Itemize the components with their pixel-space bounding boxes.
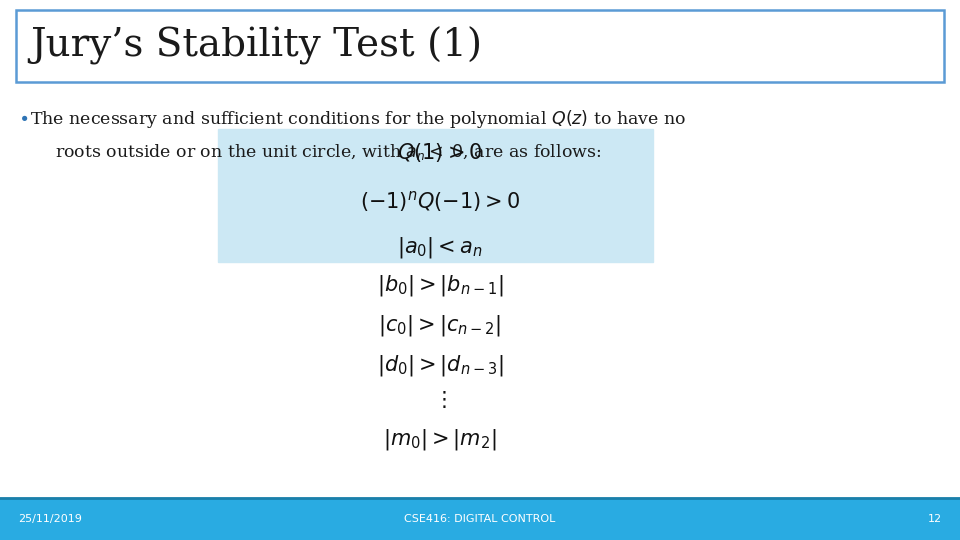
Text: $|c_0| > |c_{n-2}|$: $|c_0| > |c_{n-2}|$ bbox=[378, 313, 501, 338]
Text: Jury’s Stability Test (1): Jury’s Stability Test (1) bbox=[30, 27, 482, 65]
Text: $Q(1) > 0$: $Q(1) > 0$ bbox=[397, 140, 483, 164]
Text: $\vdots$: $\vdots$ bbox=[433, 389, 446, 410]
Text: roots outside or on the unit circle, with $a_n <\ 0$, are as follows:: roots outside or on the unit circle, wit… bbox=[55, 142, 601, 162]
Text: $|m_0| > |m_2|$: $|m_0| > |m_2|$ bbox=[383, 428, 496, 453]
FancyBboxPatch shape bbox=[16, 10, 944, 82]
Text: $|b_0| > |b_{n-1}|$: $|b_0| > |b_{n-1}|$ bbox=[376, 273, 503, 298]
Text: $|d_0| > |d_{n-3}|$: $|d_0| > |d_{n-3}|$ bbox=[376, 354, 503, 379]
Bar bbox=[0, 498, 960, 540]
Text: 12: 12 bbox=[928, 514, 942, 524]
Text: $|a_0| < a_n$: $|a_0| < a_n$ bbox=[397, 235, 483, 260]
Text: The necessary and sufficient conditions for the polynomial $Q(z)$ to have no: The necessary and sufficient conditions … bbox=[30, 108, 686, 130]
Text: 25/11/2019: 25/11/2019 bbox=[18, 514, 82, 524]
Text: CSE416: DIGITAL CONTROL: CSE416: DIGITAL CONTROL bbox=[404, 514, 556, 524]
Text: $(-1)^n Q(-1) > 0$: $(-1)^n Q(-1) > 0$ bbox=[360, 190, 520, 214]
Bar bbox=[218, 129, 653, 262]
Text: $\bullet$: $\bullet$ bbox=[18, 108, 28, 126]
